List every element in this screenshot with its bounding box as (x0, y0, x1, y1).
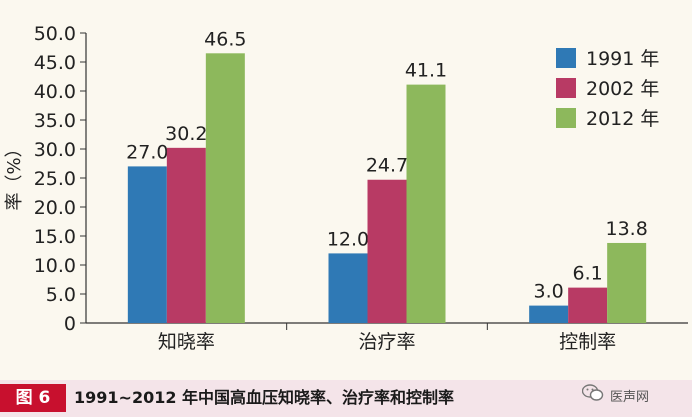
bar (406, 84, 446, 324)
data-label: 30.2 (165, 123, 207, 145)
watermark: 医声网 (581, 384, 650, 412)
figure-caption-bar (0, 380, 692, 417)
figure-title: 1991~2012 年中国高血压知晓率、治疗率和控制率 (74, 388, 455, 407)
data-label: 24.7 (366, 155, 408, 177)
watermark-text: 医声网 (610, 390, 650, 405)
y-tick-label: 20.0 (34, 197, 76, 219)
x-tick-label: 控制率 (559, 331, 616, 353)
y-axis-label: 率（%） (4, 139, 25, 210)
y-tick-label: 0 (64, 313, 76, 335)
bar-chart: 0 5.0 10.0 15.0 20.0 25.0 30.0 35.0 40.0 45.0 50.0… (4, 23, 688, 353)
y-tick-label: 40.0 (34, 81, 76, 103)
y-tick-label: 50.0 (34, 23, 76, 45)
bar (367, 179, 407, 323)
bar (529, 305, 569, 323)
data-label: 12.0 (327, 228, 369, 250)
legend-label: 2002 年 (586, 78, 659, 100)
bar (127, 166, 167, 323)
legend-label: 2012 年 (586, 108, 659, 130)
figure-label: 图 6 (0, 384, 66, 412)
bar (607, 242, 647, 323)
x-tick-label: 治疗率 (358, 331, 415, 353)
data-label: 27.0 (126, 141, 168, 163)
data-label: 41.1 (405, 60, 447, 82)
y-tick-label: 15.0 (34, 226, 76, 248)
bar (328, 253, 368, 323)
x-tick-label: 知晓率 (158, 331, 215, 353)
legend-swatch (556, 108, 576, 128)
y-tick-label: 35.0 (34, 110, 76, 132)
data-label: 46.5 (204, 28, 246, 50)
y-tick-label: 10.0 (34, 255, 76, 277)
data-label: 3.0 (534, 281, 564, 303)
data-label: 6.1 (573, 263, 603, 285)
y-tick-label: 5.0 (46, 284, 76, 306)
bar (166, 147, 206, 323)
y-tick-label: 30.0 (34, 139, 76, 161)
legend-label: 1991 年 (586, 48, 659, 70)
bar (568, 287, 608, 323)
bar (205, 53, 245, 324)
chart-area: 0 5.0 10.0 15.0 20.0 25.0 30.0 35.0 40.0 45.0 50.0… (0, 0, 692, 380)
y-tick-label: 25.0 (34, 168, 76, 190)
data-label: 13.8 (606, 218, 648, 240)
legend-swatch (556, 78, 576, 98)
legend-swatch (556, 48, 576, 68)
wechat-icon (581, 384, 604, 412)
y-tick-label: 45.0 (34, 52, 76, 74)
